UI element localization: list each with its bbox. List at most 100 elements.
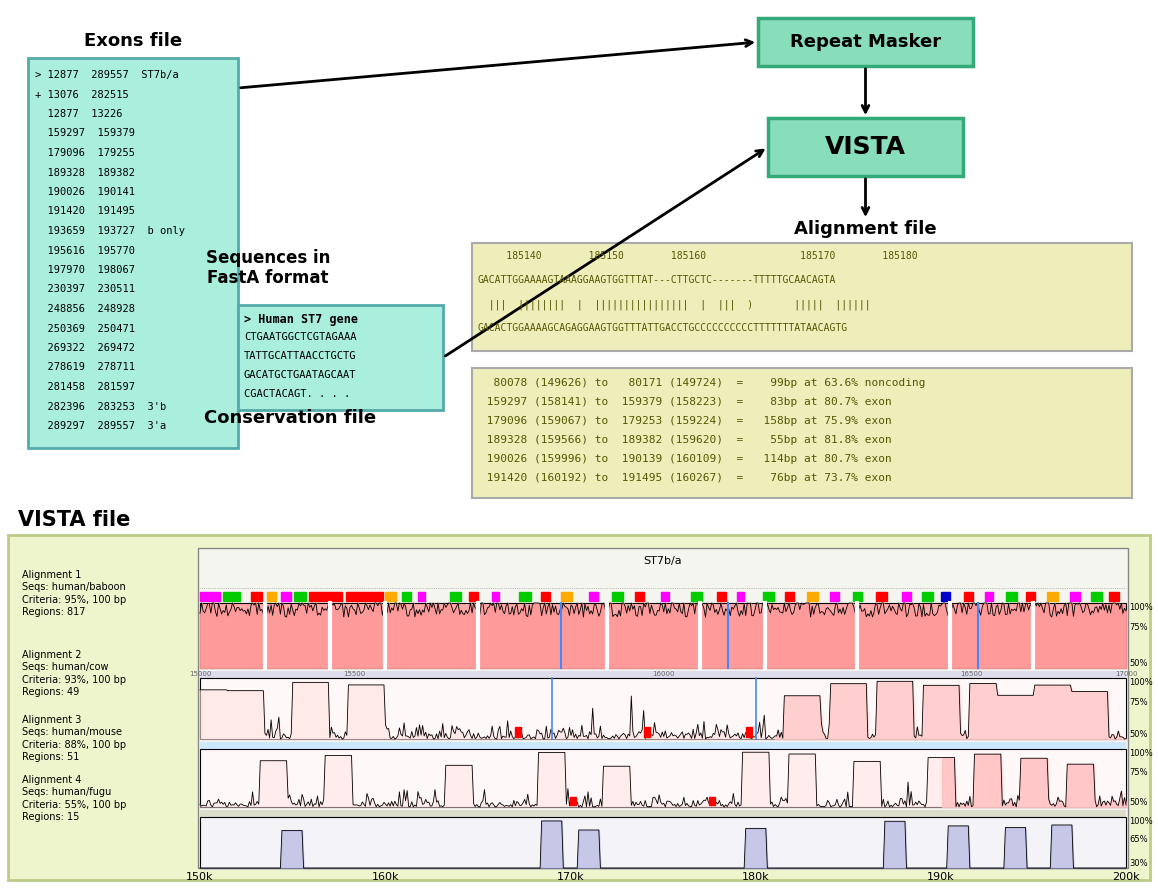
Bar bbox=[200, 810, 1126, 817]
Text: 16500: 16500 bbox=[960, 671, 983, 677]
Bar bbox=[281, 592, 291, 601]
Text: 195616  195770: 195616 195770 bbox=[35, 246, 135, 255]
Bar bbox=[239, 305, 444, 410]
Bar bbox=[223, 592, 240, 601]
Bar bbox=[1026, 592, 1035, 601]
Bar bbox=[472, 243, 1133, 351]
Bar bbox=[28, 58, 239, 448]
Bar bbox=[1005, 592, 1017, 601]
Text: 197970  198067: 197970 198067 bbox=[35, 265, 135, 275]
Text: TATTGCATTAACCTGCTG: TATTGCATTAACCTGCTG bbox=[244, 351, 357, 361]
Text: 15500: 15500 bbox=[343, 671, 366, 677]
Text: 230397  230511: 230397 230511 bbox=[35, 285, 135, 295]
Bar bbox=[200, 749, 1126, 807]
Bar bbox=[515, 727, 521, 737]
Text: 80078 (149626) to   80171 (149724)  =    99bp at 63.6% noncoding: 80078 (149626) to 80171 (149724) = 99bp … bbox=[481, 378, 925, 388]
Text: 179096 (159067) to  179253 (159224)  =   158bp at 75.9% exon: 179096 (159067) to 179253 (159224) = 158… bbox=[481, 416, 892, 426]
Text: 100%: 100% bbox=[1129, 603, 1152, 612]
Text: 190k: 190k bbox=[928, 872, 954, 882]
Text: 269322  269472: 269322 269472 bbox=[35, 343, 135, 353]
Text: 179096  179255: 179096 179255 bbox=[35, 148, 135, 158]
Text: |||  ||||||||  |  ||||||||||||||||  |  |||  )       |||||  ||||||: ||| |||||||| | |||||||||||||||| | ||| ) … bbox=[477, 299, 871, 309]
Text: CGACTACAGT. . . .: CGACTACAGT. . . . bbox=[244, 389, 350, 399]
Bar bbox=[1070, 592, 1079, 601]
Text: 189328 (159566) to  189382 (159620)  =    55bp at 81.8% exon: 189328 (159566) to 189382 (159620) = 55b… bbox=[481, 435, 892, 445]
Text: Alignment 2
Seqs: human/cow
Criteria: 93%, 100 bp
Regions: 49: Alignment 2 Seqs: human/cow Criteria: 93… bbox=[22, 650, 126, 697]
Bar bbox=[198, 548, 1128, 868]
Text: Exons file: Exons file bbox=[83, 32, 182, 50]
Bar bbox=[963, 592, 973, 601]
Bar bbox=[710, 797, 716, 805]
Text: 50%: 50% bbox=[1129, 730, 1148, 739]
Bar bbox=[309, 592, 342, 601]
Bar bbox=[661, 592, 668, 601]
Text: Alignment 4
Seqs: human/fugu
Criteria: 55%, 100 bp
Regions: 15: Alignment 4 Seqs: human/fugu Criteria: 5… bbox=[22, 775, 126, 823]
Text: Conservation file: Conservation file bbox=[204, 409, 376, 427]
Text: 160k: 160k bbox=[372, 872, 400, 882]
Bar bbox=[200, 678, 1126, 739]
Text: 282396  283253  3'b: 282396 283253 3'b bbox=[35, 401, 167, 411]
Text: Alignment 3
Seqs: human/mouse
Criteria: 88%, 100 bp
Regions: 51: Alignment 3 Seqs: human/mouse Criteria: … bbox=[22, 715, 126, 762]
Text: + 13076  282515: + 13076 282515 bbox=[35, 90, 129, 99]
Text: > Human ST7 gene: > Human ST7 gene bbox=[244, 313, 358, 326]
Bar bbox=[266, 592, 276, 601]
Bar bbox=[200, 671, 1126, 678]
Bar bbox=[200, 742, 1126, 749]
Bar bbox=[636, 592, 645, 601]
Bar bbox=[520, 592, 530, 601]
Text: 180k: 180k bbox=[742, 872, 769, 882]
Bar bbox=[829, 592, 838, 601]
Text: GACATGCTGAATAGCAAT: GACATGCTGAATAGCAAT bbox=[244, 370, 357, 380]
Text: 250369  250471: 250369 250471 bbox=[35, 323, 135, 333]
Bar bbox=[346, 592, 383, 601]
Text: Alignment file: Alignment file bbox=[794, 220, 937, 238]
Text: 193659  193727  b only: 193659 193727 b only bbox=[35, 226, 185, 236]
Text: 185140        185150        185160                185170        185180: 185140 185150 185160 185170 185180 bbox=[477, 251, 917, 261]
Text: 189328  189382: 189328 189382 bbox=[35, 168, 135, 177]
Text: 159297  159379: 159297 159379 bbox=[35, 128, 135, 139]
Bar bbox=[294, 592, 306, 601]
Text: 100%: 100% bbox=[1129, 817, 1152, 826]
Bar bbox=[251, 592, 262, 601]
Bar bbox=[785, 592, 794, 601]
Bar bbox=[200, 592, 220, 601]
Bar bbox=[763, 592, 774, 601]
Text: 30%: 30% bbox=[1129, 859, 1148, 868]
Bar bbox=[562, 592, 572, 601]
Bar bbox=[1047, 592, 1058, 601]
Text: 15000: 15000 bbox=[189, 671, 211, 677]
Bar bbox=[472, 368, 1133, 498]
Text: 150k: 150k bbox=[186, 872, 214, 882]
Bar bbox=[806, 592, 818, 601]
Bar bbox=[469, 592, 478, 601]
Bar bbox=[717, 592, 726, 601]
Bar bbox=[902, 592, 911, 601]
Text: 190026  190141: 190026 190141 bbox=[35, 187, 135, 197]
Text: 75%: 75% bbox=[1129, 698, 1148, 707]
Text: CTGAATGGCTCGTAGAAA: CTGAATGGCTCGTAGAAA bbox=[244, 332, 357, 342]
Text: Alignment 1
Seqs: human/baboon
Criteria: 95%, 100 bp
Regions: 817: Alignment 1 Seqs: human/baboon Criteria:… bbox=[22, 570, 126, 617]
Bar bbox=[691, 592, 702, 601]
Bar bbox=[1109, 592, 1119, 601]
Bar bbox=[922, 592, 933, 601]
Text: 248856  248928: 248856 248928 bbox=[35, 304, 135, 314]
Text: 50%: 50% bbox=[1129, 659, 1148, 668]
Bar bbox=[768, 118, 963, 176]
Text: ST7b/a: ST7b/a bbox=[644, 556, 682, 566]
Bar bbox=[541, 592, 550, 601]
Bar bbox=[418, 592, 425, 601]
Bar bbox=[613, 592, 623, 601]
Text: 170k: 170k bbox=[557, 872, 585, 882]
Text: GACATTGGAAAAGTAAAGGAAGTGGTTTAT---CTTGCTC-------TTTTTGCAACAGTA: GACATTGGAAAAGTAAAGGAAGTGGTTTAT---CTTGCTC… bbox=[477, 275, 835, 285]
Text: 50%: 50% bbox=[1129, 798, 1148, 807]
Bar bbox=[8, 535, 1150, 880]
Text: 159297 (158141) to  159379 (158223)  =    83bp at 80.7% exon: 159297 (158141) to 159379 (158223) = 83b… bbox=[481, 397, 892, 407]
Bar bbox=[589, 592, 599, 601]
Bar bbox=[940, 592, 950, 601]
Bar bbox=[852, 592, 862, 601]
Text: 75%: 75% bbox=[1129, 768, 1148, 777]
Text: 191420  191495: 191420 191495 bbox=[35, 206, 135, 217]
Text: VISTA: VISTA bbox=[824, 135, 906, 159]
Bar bbox=[571, 797, 577, 805]
Bar bbox=[747, 727, 753, 737]
